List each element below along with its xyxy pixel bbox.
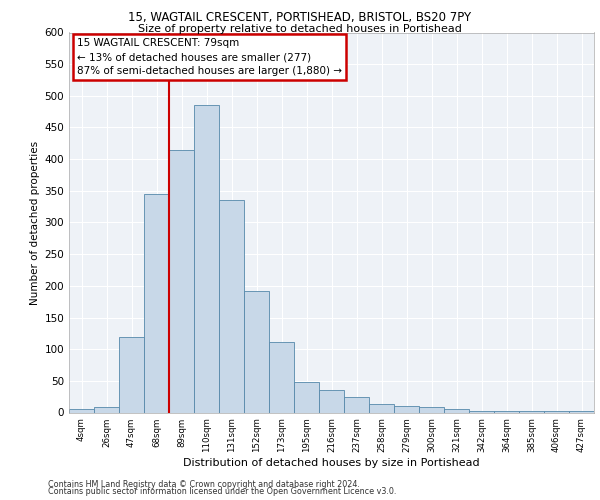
Bar xyxy=(469,410,494,412)
Bar xyxy=(419,408,444,412)
Bar xyxy=(244,291,269,412)
Bar xyxy=(94,408,119,412)
Bar xyxy=(369,404,394,412)
Bar xyxy=(544,410,569,412)
Bar xyxy=(194,106,219,412)
Y-axis label: Number of detached properties: Number of detached properties xyxy=(30,140,40,304)
Text: Contains HM Land Registry data © Crown copyright and database right 2024.: Contains HM Land Registry data © Crown c… xyxy=(48,480,360,489)
Text: Size of property relative to detached houses in Portishead: Size of property relative to detached ho… xyxy=(138,24,462,34)
X-axis label: Distribution of detached houses by size in Portishead: Distribution of detached houses by size … xyxy=(183,458,480,468)
Text: 15 WAGTAIL CRESCENT: 79sqm
← 13% of detached houses are smaller (277)
87% of sem: 15 WAGTAIL CRESCENT: 79sqm ← 13% of deta… xyxy=(77,38,342,76)
Bar xyxy=(219,200,244,412)
Bar xyxy=(494,411,519,412)
Bar xyxy=(319,390,344,412)
Bar xyxy=(144,194,169,412)
Bar xyxy=(294,382,319,412)
Bar xyxy=(119,336,144,412)
Bar xyxy=(519,411,544,412)
Bar xyxy=(169,150,194,412)
Bar xyxy=(269,342,294,412)
Bar xyxy=(394,406,419,412)
Bar xyxy=(444,410,469,412)
Bar xyxy=(344,396,369,412)
Text: Contains public sector information licensed under the Open Government Licence v3: Contains public sector information licen… xyxy=(48,488,397,496)
Bar xyxy=(569,411,594,412)
Text: 15, WAGTAIL CRESCENT, PORTISHEAD, BRISTOL, BS20 7PY: 15, WAGTAIL CRESCENT, PORTISHEAD, BRISTO… xyxy=(128,11,472,24)
Bar xyxy=(69,410,94,412)
